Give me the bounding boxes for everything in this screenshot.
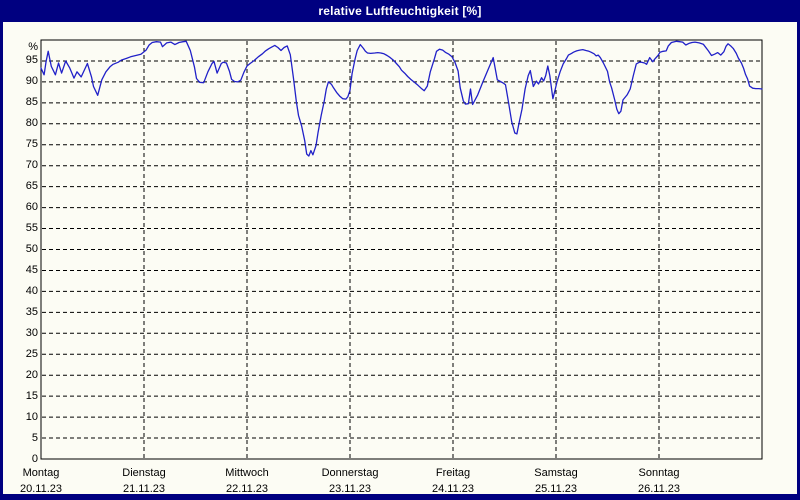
day-label: Donnerstag (321, 467, 379, 479)
day-label: Montag (22, 467, 60, 479)
y-tick-label: 75 (25, 138, 38, 151)
title-bar: relative Luftfeuchtigkeit [%] (0, 0, 800, 22)
y-tick-label: 55 (25, 222, 38, 235)
y-tick-label: 50 (25, 243, 38, 255)
date-label: 25.11.23 (534, 483, 577, 495)
y-axis-unit-label: % (28, 40, 38, 53)
y-tick-label: 10 (25, 410, 38, 423)
y-tick-label: 85 (25, 96, 38, 109)
date-label: 24.11.23 (431, 483, 474, 495)
y-tick-label: 5 (31, 431, 38, 444)
date-label: 21.11.23 (122, 483, 165, 495)
y-tick-label: 35 (25, 305, 38, 318)
day-label: Samstag (534, 467, 578, 479)
y-tick-label: 45 (25, 263, 38, 276)
y-tick-label: 20 (25, 368, 38, 381)
date-label: 20.11.23 (19, 483, 62, 495)
y-tick-label: 95 (25, 54, 38, 67)
y-tick-label: 60 (25, 201, 38, 214)
y-tick-label: 40 (25, 284, 38, 297)
y-tick-label: 25 (25, 347, 38, 360)
y-tick-label: 70 (25, 159, 38, 172)
y-tick-label: 80 (25, 117, 38, 130)
date-label: 22.11.23 (225, 483, 268, 495)
day-label: Sonntag (638, 467, 680, 479)
y-tick-label: 65 (25, 180, 38, 193)
chart-area (3, 22, 797, 494)
y-tick-label: 30 (25, 326, 38, 339)
day-label: Dienstag (122, 467, 166, 479)
y-tick-label: 90 (25, 75, 38, 88)
day-label: Mittwoch (225, 467, 269, 479)
chart-title: relative Luftfeuchtigkeit [%] (318, 4, 482, 18)
day-label: Freitag (435, 467, 471, 479)
date-label: 23.11.23 (328, 483, 371, 495)
y-tick-label: 15 (25, 389, 38, 402)
date-label: 26.11.23 (637, 483, 680, 495)
y-tick-label: 0 (31, 452, 38, 465)
